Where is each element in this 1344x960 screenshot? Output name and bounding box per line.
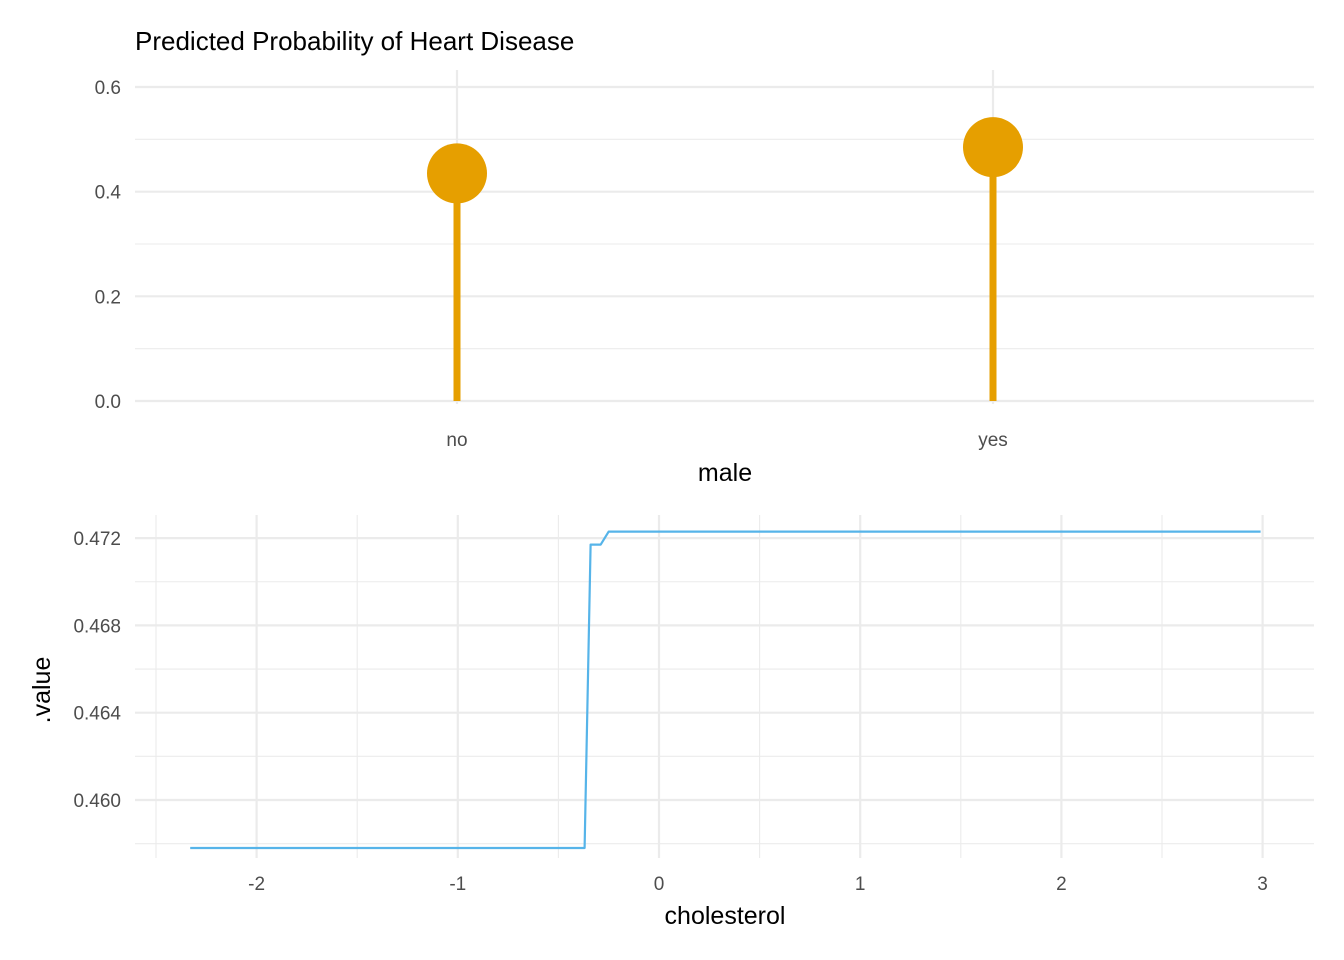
bottom-y-tick-label: 0.460: [73, 791, 121, 812]
bottom-x-tick-labels: -2 -1 0 1 2 3: [248, 874, 1268, 895]
bottom-grid: [135, 515, 1314, 858]
panel-value-by-cholesterol: 0.460 0.464 0.468 0.472 -2 -1 0 1 2 3 cholestero…: [28, 515, 1314, 930]
bottom-x-axis-title: cholesterol: [665, 902, 786, 930]
bottom-y-tick-label: 0.472: [73, 529, 121, 550]
top-y-tick-label: 0.4: [95, 183, 122, 204]
bottom-line: [190, 530, 1261, 850]
panel-probability-by-male: 0.0 0.2 0.4 0.6 no yes Predicted Probability…: [95, 26, 1314, 487]
top-grid: [135, 70, 1314, 404]
top-y-tick-label: 0.0: [95, 392, 121, 413]
lollipop-point: [963, 117, 1023, 178]
lollipop-point: [427, 143, 487, 204]
top-x-tick-labels: no yes: [446, 430, 1007, 451]
bottom-y-tick-labels: 0.460 0.464 0.468 0.472: [73, 529, 121, 812]
top-y-tick-labels: 0.0 0.2 0.4 0.6: [95, 78, 122, 413]
top-x-tick-label: yes: [978, 430, 1008, 451]
bottom-x-tick-label: 3: [1257, 874, 1268, 895]
chart-title: Predicted Probability of Heart Disease: [135, 26, 574, 56]
bottom-y-tick-label: 0.468: [73, 616, 121, 637]
top-y-tick-label: 0.2: [95, 287, 121, 308]
top-x-tick-label: no: [446, 430, 467, 451]
top-y-tick-label: 0.6: [95, 78, 121, 99]
top-x-axis-title: male: [698, 459, 752, 487]
bottom-y-tick-label: 0.464: [73, 704, 121, 725]
bottom-x-tick-label: 0: [654, 874, 665, 895]
bottom-x-tick-label: 2: [1056, 874, 1067, 895]
top-lollipops: [427, 117, 1023, 401]
bottom-x-tick-label: -1: [449, 874, 466, 895]
bottom-y-axis-title: .value: [28, 657, 56, 724]
bottom-x-tick-label: -2: [248, 874, 265, 895]
value-line: [190, 530, 1261, 850]
bottom-x-tick-label: 1: [855, 874, 866, 895]
